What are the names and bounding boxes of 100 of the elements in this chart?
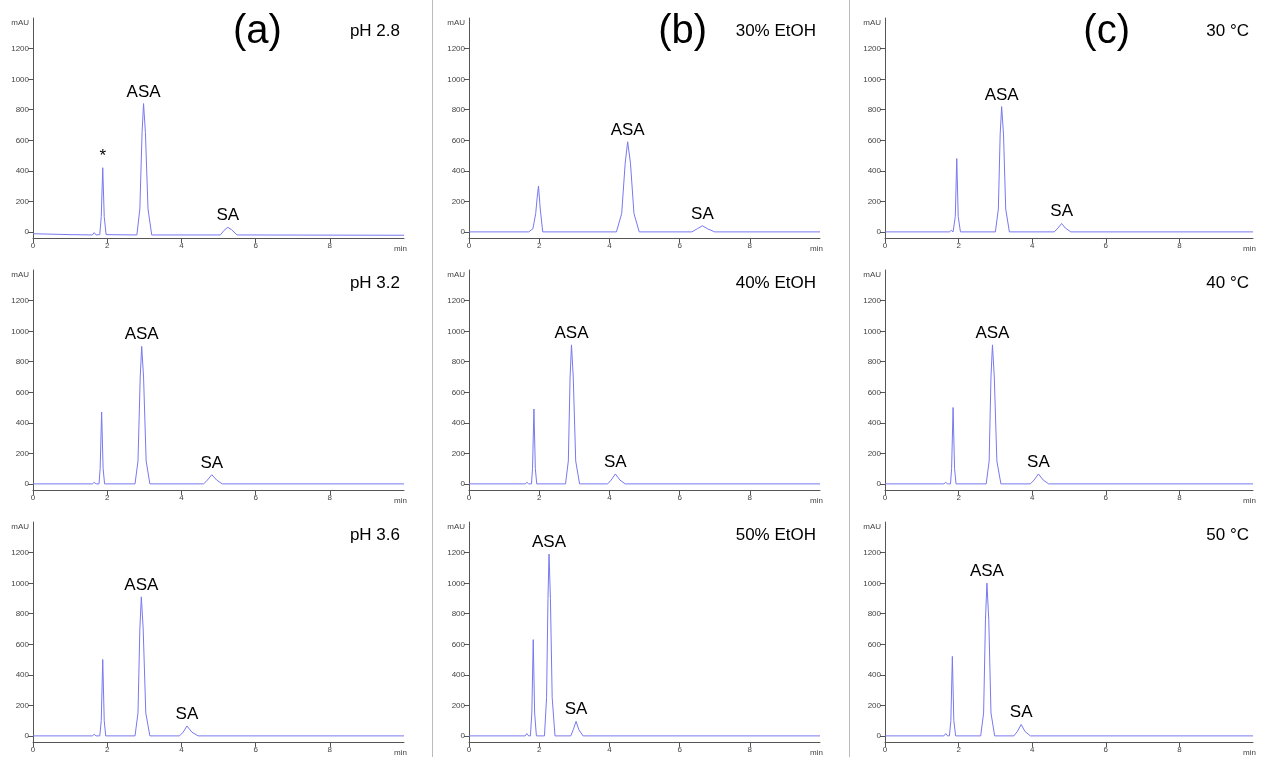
- y-tick-label: 400: [15, 166, 30, 176]
- annotation: SA: [691, 203, 715, 223]
- annotation: ASA: [554, 322, 590, 342]
- y-tick-label: 1200: [447, 548, 466, 558]
- y-tick-label: 600: [867, 639, 882, 649]
- x-tick-label: 6: [677, 240, 683, 250]
- y-tick-label: 0: [24, 227, 30, 237]
- y-tick-label: 1000: [11, 326, 30, 336]
- line-series: [32, 596, 405, 737]
- y-tick-label: 200: [867, 196, 882, 206]
- x-tick-label: 6: [253, 240, 259, 250]
- annotation: 50% EtOH: [735, 525, 816, 544]
- y-tick-label: 1200: [863, 44, 882, 54]
- annotation: 40 °C: [1206, 273, 1250, 292]
- y-axis-title: mAU: [447, 521, 466, 531]
- y-tick-label: 1000: [447, 74, 466, 84]
- x-tick-label: 6: [1103, 492, 1109, 502]
- y-tick-label: 1200: [11, 548, 30, 558]
- annotation: SA: [175, 703, 199, 723]
- y-tick-label: 1200: [11, 296, 30, 306]
- y-tick-label: 1000: [11, 578, 30, 588]
- line-series: [468, 141, 821, 233]
- x-tick-label: 8: [1177, 492, 1183, 502]
- x-tick-label: 2: [536, 240, 542, 250]
- y-axis-title: mAU: [863, 17, 882, 27]
- x-tick-label: 8: [747, 492, 753, 502]
- x-tick-label: 2: [536, 744, 542, 754]
- x-tick-label: 4: [1029, 492, 1035, 502]
- x-tick-label: 6: [253, 744, 259, 754]
- y-tick-label: 0: [24, 731, 30, 741]
- y-tick-label: 600: [867, 135, 882, 145]
- x-tick-label: 4: [607, 240, 613, 250]
- x-tick-label: 8: [327, 240, 333, 250]
- y-axis-title: mAU: [11, 17, 30, 27]
- annotation: ASA: [610, 119, 646, 139]
- y-tick-label: 1200: [447, 44, 466, 54]
- chart-title: (c): [1083, 7, 1130, 51]
- y-tick-label: 600: [451, 639, 466, 649]
- annotation: ASA: [969, 561, 1005, 581]
- y-tick-label: 0: [460, 731, 466, 741]
- annotation: SA: [1027, 451, 1051, 471]
- y-tick-label: 1200: [447, 296, 466, 306]
- annotation: SA: [564, 699, 589, 719]
- y-tick-label: 200: [451, 196, 466, 206]
- y-tick-label: 800: [867, 105, 882, 115]
- annotation: ASA: [532, 532, 567, 552]
- annotation: ASA: [984, 84, 1020, 104]
- y-tick-label: 400: [451, 166, 466, 176]
- annotation: 30% EtOH: [735, 21, 816, 40]
- y-tick-label: 400: [867, 418, 882, 428]
- x-tick-label: 4: [1029, 744, 1035, 754]
- annotation: SA: [1050, 201, 1074, 221]
- x-axis-title: min: [810, 243, 823, 253]
- y-tick-label: 400: [15, 418, 30, 428]
- x-axis-title: min: [810, 747, 823, 757]
- x-axis-title: min: [394, 747, 407, 757]
- x-tick-label: 8: [747, 240, 753, 250]
- chart-title: (b): [658, 7, 708, 51]
- y-tick-label: 1000: [447, 326, 466, 336]
- y-tick-label: 400: [451, 418, 466, 428]
- x-tick-label: 8: [327, 492, 333, 502]
- y-tick-label: 1200: [11, 44, 30, 54]
- x-tick-label: 2: [956, 744, 962, 754]
- annotation: 50 °C: [1206, 525, 1250, 544]
- x-tick-label: 8: [327, 744, 333, 754]
- annotation: ASA: [124, 324, 160, 344]
- x-tick-label: 8: [1177, 240, 1183, 250]
- y-tick-label: 0: [24, 479, 30, 489]
- y-tick-label: 200: [15, 448, 30, 458]
- y-tick-label: 200: [867, 700, 882, 710]
- x-tick-label: 2: [104, 744, 110, 754]
- y-tick-label: 1000: [863, 74, 882, 84]
- y-tick-label: 800: [451, 357, 466, 367]
- line-series: [884, 106, 1254, 233]
- y-tick-label: 800: [451, 609, 466, 619]
- y-tick-label: 200: [15, 196, 30, 206]
- y-axis-title: mAU: [11, 521, 30, 531]
- y-tick-label: 600: [451, 387, 466, 397]
- y-axis-title: mAU: [447, 269, 466, 279]
- annotation: SA: [1009, 702, 1034, 722]
- y-tick-label: 400: [15, 670, 30, 680]
- y-tick-label: 400: [867, 166, 882, 176]
- x-tick-label: 4: [607, 744, 613, 754]
- annotation: 30 °C: [1206, 21, 1250, 40]
- x-axis-title: min: [394, 495, 407, 505]
- annotation: pH 3.6: [349, 525, 401, 544]
- x-tick-label: 2: [104, 492, 110, 502]
- line-series: [32, 345, 405, 485]
- y-tick-label: 1000: [863, 326, 882, 336]
- x-tick-label: 4: [1029, 240, 1035, 250]
- y-tick-label: 800: [451, 105, 466, 115]
- annotation: SA: [200, 452, 224, 472]
- annotation: *: [99, 145, 107, 165]
- x-tick-label: 4: [179, 744, 185, 754]
- x-axis-title: min: [1243, 747, 1256, 757]
- line-series: [884, 582, 1254, 737]
- line-series: [468, 553, 821, 737]
- y-tick-label: 800: [15, 357, 30, 367]
- x-axis-title: min: [810, 495, 823, 505]
- x-tick-label: 4: [179, 492, 185, 502]
